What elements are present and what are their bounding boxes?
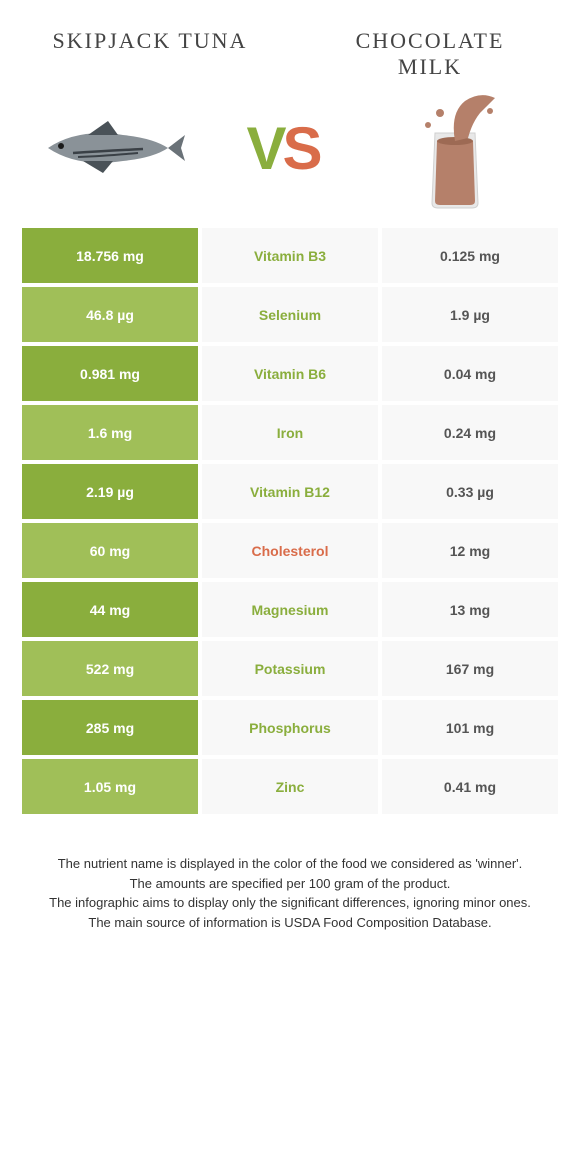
right-value: 101 mg	[382, 700, 558, 755]
left-value: 0.981 mg	[22, 346, 198, 401]
left-value: 1.6 mg	[22, 405, 198, 460]
left-value: 522 mg	[22, 641, 198, 696]
right-value: 0.125 mg	[382, 228, 558, 283]
table-row: 0.981 mgVitamin B60.04 mg	[22, 346, 558, 401]
comparison-table: 18.756 mgVitamin B30.125 mg46.8 µgSeleni…	[22, 228, 558, 814]
vs-label: VS	[246, 114, 318, 183]
table-row: 18.756 mgVitamin B30.125 mg	[22, 228, 558, 283]
right-value: 0.41 mg	[382, 759, 558, 814]
chocolate-milk-icon	[375, 98, 535, 198]
table-row: 285 mgPhosphorus101 mg	[22, 700, 558, 755]
table-row: 60 mgCholesterol12 mg	[22, 523, 558, 578]
left-value: 1.05 mg	[22, 759, 198, 814]
right-value: 0.33 µg	[382, 464, 558, 519]
footer-line-4: The main source of information is USDA F…	[40, 913, 540, 933]
hero-row: VS	[0, 80, 580, 228]
nutrient-name: Zinc	[202, 759, 378, 814]
footer-line-1: The nutrient name is displayed in the co…	[40, 854, 540, 874]
right-value: 1.9 µg	[382, 287, 558, 342]
vs-s: S	[283, 115, 319, 182]
footer-line-3: The infographic aims to display only the…	[40, 893, 540, 913]
header-left-title: Skipjack tuna	[50, 28, 250, 80]
right-value: 12 mg	[382, 523, 558, 578]
footer-line-2: The amounts are specified per 100 gram o…	[40, 874, 540, 894]
right-value: 0.24 mg	[382, 405, 558, 460]
nutrient-name: Magnesium	[202, 582, 378, 637]
nutrient-name: Vitamin B12	[202, 464, 378, 519]
left-value: 46.8 µg	[22, 287, 198, 342]
nutrient-name: Vitamin B6	[202, 346, 378, 401]
table-row: 44 mgMagnesium13 mg	[22, 582, 558, 637]
left-value: 44 mg	[22, 582, 198, 637]
table-row: 522 mgPotassium167 mg	[22, 641, 558, 696]
table-row: 2.19 µgVitamin B120.33 µg	[22, 464, 558, 519]
nutrient-name: Cholesterol	[202, 523, 378, 578]
tuna-icon	[30, 98, 190, 198]
nutrient-name: Selenium	[202, 287, 378, 342]
left-value: 2.19 µg	[22, 464, 198, 519]
footer-notes: The nutrient name is displayed in the co…	[0, 854, 580, 932]
nutrient-name: Phosphorus	[202, 700, 378, 755]
table-row: 46.8 µgSelenium1.9 µg	[22, 287, 558, 342]
nutrient-name: Iron	[202, 405, 378, 460]
right-value: 0.04 mg	[382, 346, 558, 401]
nutrient-name: Potassium	[202, 641, 378, 696]
left-value: 60 mg	[22, 523, 198, 578]
table-row: 1.05 mgZinc0.41 mg	[22, 759, 558, 814]
left-value: 18.756 mg	[22, 228, 198, 283]
header: Skipjack tuna Chocolate milk	[0, 0, 580, 80]
right-value: 13 mg	[382, 582, 558, 637]
header-right-title: Chocolate milk	[330, 28, 530, 80]
vs-v: V	[246, 115, 282, 182]
table-row: 1.6 mgIron0.24 mg	[22, 405, 558, 460]
right-value: 167 mg	[382, 641, 558, 696]
nutrient-name: Vitamin B3	[202, 228, 378, 283]
left-value: 285 mg	[22, 700, 198, 755]
